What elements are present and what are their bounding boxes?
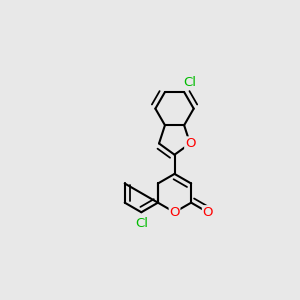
Text: O: O <box>169 206 180 219</box>
Text: O: O <box>202 206 213 219</box>
Text: O: O <box>185 137 195 150</box>
Text: Cl: Cl <box>135 217 148 230</box>
Text: Cl: Cl <box>183 76 196 88</box>
